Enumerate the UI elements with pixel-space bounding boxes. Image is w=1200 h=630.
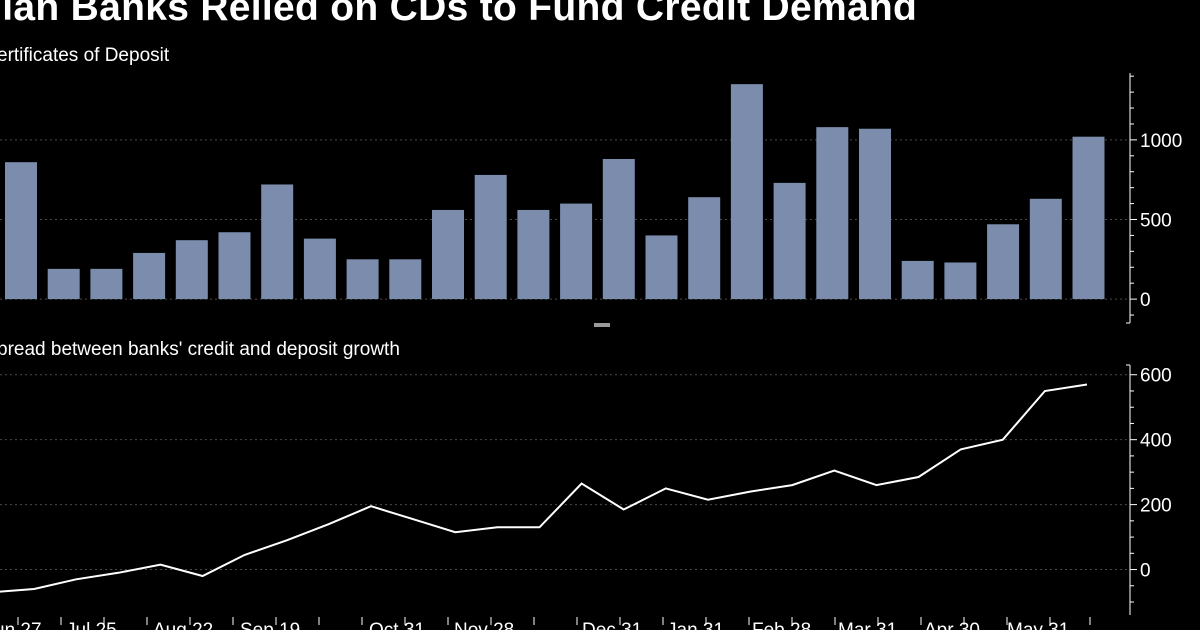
cd-bar [987, 224, 1020, 300]
cd-bar [1072, 136, 1105, 300]
cd-bar [901, 260, 934, 300]
cd-bar [432, 209, 464, 300]
bottom-tick-label: 600 [1140, 366, 1172, 387]
bottom-panel-tick-labels: 0 200 400 600 [1140, 366, 1172, 582]
cd-bar [47, 268, 80, 300]
cd-bar [346, 259, 379, 300]
date-label: Dec 31 [582, 620, 642, 630]
date-label: Jan 31 [667, 620, 724, 630]
date-label: May 31 [1007, 620, 1069, 630]
cd-bar [133, 252, 166, 300]
date-label: Mar 31 [838, 620, 897, 630]
date-label: Feb 28 [752, 620, 811, 630]
date-label: un 27 [0, 620, 42, 630]
top-panel-title: ertificates of Deposit [0, 45, 170, 66]
cd-bar [560, 203, 593, 300]
cd-bar [474, 174, 507, 300]
bottom-panel-gridlines [0, 374, 1130, 571]
cd-bar [645, 235, 678, 300]
cd-bar [218, 232, 251, 300]
bottom-tick-label: 200 [1140, 496, 1172, 517]
cd-bar [261, 184, 294, 300]
top-tick-label: 0 [1140, 290, 1151, 311]
cd-bar [90, 268, 123, 300]
date-label: Oct 31 [369, 620, 425, 630]
cd-bar [730, 84, 763, 300]
cd-bar [389, 259, 422, 300]
date-label: Sep 19 [240, 620, 300, 630]
cd-bar [859, 128, 891, 300]
cd-bar [944, 262, 977, 300]
bottom-tick-label: 400 [1140, 431, 1172, 452]
cd-bar [303, 238, 336, 300]
bottom-panel-title: pread between banks' credit and deposit … [0, 339, 400, 360]
top-panel-tick-labels: 0 500 1000 [1140, 131, 1182, 311]
cd-bar [816, 127, 849, 300]
cd-bar [5, 162, 37, 300]
spread-series-line [0, 383, 1088, 593]
x-axis-date-labels: un 27 Jul 25 Aug 22 Sep 19 Oct 31 Nov 28 Dec 3… [0, 617, 1091, 630]
top-panel-bars [5, 84, 1105, 300]
date-label: Jul 25 [66, 620, 117, 630]
date-label: Nov 28 [454, 620, 514, 630]
date-label: Aug 22 [153, 620, 213, 630]
bottom-tick-label: 0 [1140, 561, 1151, 582]
date-label: Apr 30 [924, 620, 980, 630]
chart-headline: ndian Banks Relied on CDs to Fund Credit… [0, 0, 918, 29]
cd-bar [602, 158, 635, 300]
right-value-axes [1126, 73, 1137, 615]
top-tick-label: 500 [1140, 210, 1172, 231]
top-tick-label: 1000 [1140, 131, 1182, 152]
cd-bar [773, 182, 806, 300]
panel-divider-handle[interactable] [594, 323, 610, 327]
cd-bar [517, 209, 550, 300]
cd-bar [1029, 198, 1062, 300]
cd-bar [175, 240, 208, 300]
cd-bar [688, 197, 721, 300]
